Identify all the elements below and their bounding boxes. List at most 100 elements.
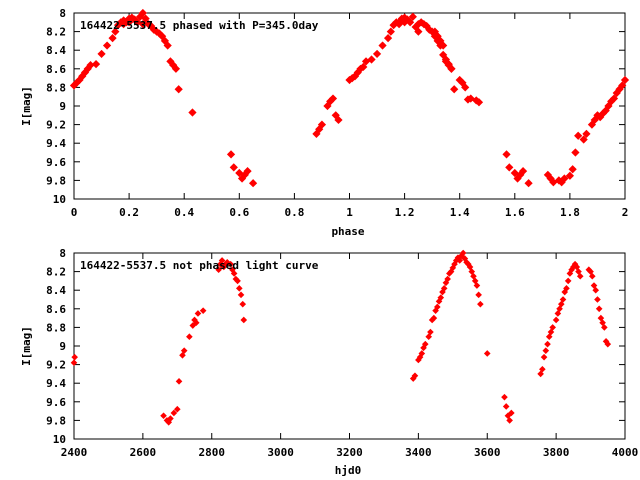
unphased-data-point — [539, 365, 546, 373]
phased-data-point — [378, 41, 387, 50]
phased-panel: 0 0.2 0.4 0.6 0.8 1 1.2 1.4 1.6 1.8 2 8 8.2 8.4 8.6 8.8… — [20, 7, 630, 238]
unphased-y-tick-label: 8.6 — [46, 303, 66, 316]
unphased-data-point — [544, 340, 551, 348]
unphased-data-point — [587, 268, 594, 275]
phased-data-point — [450, 85, 459, 94]
phased-data-point — [502, 150, 511, 159]
phased-y-tick-label: 8 — [59, 7, 66, 20]
unphased-data-point — [557, 300, 565, 308]
unphased-y-tick-label: 9.4 — [46, 377, 66, 390]
unphased-data-point — [189, 322, 197, 329]
unphased-data-point — [573, 263, 581, 271]
phased-y-tick-label: 9 — [59, 100, 66, 113]
unphased-data-point — [542, 347, 550, 354]
unphased-data-point — [239, 300, 247, 308]
phased-data-point — [97, 49, 106, 59]
phased-data-point — [229, 163, 238, 172]
phased-data-point — [447, 64, 456, 73]
unphased-data-point — [440, 285, 448, 292]
unphased-data-point — [240, 316, 248, 324]
phased-x-tick-label: 1.2 — [395, 206, 415, 219]
unphased-x-tick-label: 2800 — [199, 446, 226, 459]
unphased-data-point — [540, 353, 548, 361]
unphased-data-point — [180, 347, 188, 354]
unphased-data-point — [227, 260, 234, 268]
unphased-data-point — [502, 403, 510, 410]
unphased-data-point — [459, 249, 467, 257]
unphased-data-point — [434, 303, 441, 311]
unphased-data-point — [470, 272, 477, 280]
unphased-data-point — [468, 268, 476, 275]
unphased-data-point — [575, 268, 582, 275]
unphased-data-point — [418, 350, 426, 357]
phased-data-point — [574, 131, 583, 140]
phased-y-tick-label: 8.6 — [46, 63, 66, 76]
phased-data-point — [568, 165, 577, 174]
unphased-data-point — [501, 393, 508, 401]
phased-data-point — [406, 18, 415, 27]
phased-data-point — [609, 94, 619, 103]
unphased-plot-frame — [73, 252, 626, 440]
phased-data-point — [461, 83, 470, 92]
unphased-x-tick-label: 3800 — [543, 446, 570, 459]
unphased-data-point — [192, 319, 200, 327]
unphased-panel: 2400 2600 2800 3000 3200 3400 3600 3800 4000 8 8.2… — [20, 247, 638, 477]
phased-data-point — [138, 8, 147, 18]
unphased-y-tick-label: 8.8 — [46, 321, 66, 334]
unphased-data-point — [545, 333, 553, 341]
unphased-data-point — [471, 277, 479, 285]
unphased-data-point — [430, 314, 438, 322]
phased-chart-title: 164422-5537.5 phased with P=345.0day — [80, 19, 319, 32]
unphased-data-point — [218, 257, 226, 264]
unphased-x-tick-label: 3200 — [336, 446, 363, 459]
phased-x-tick-label: 1.4 — [450, 206, 470, 219]
phased-data-point — [171, 64, 181, 73]
unphased-data-point — [427, 328, 434, 336]
phased-y-tick-label: 8.2 — [46, 26, 66, 39]
unphased-x-tick-label: 2600 — [130, 446, 157, 459]
phased-y-tick-label: 8.4 — [46, 44, 66, 57]
unphased-data-points — [70, 249, 612, 426]
phased-data-point — [579, 135, 588, 144]
phased-data-point — [383, 34, 393, 43]
phased-data-point — [111, 27, 120, 36]
unphased-chart-title: 164422-5537.5 not phased light curve — [80, 259, 319, 272]
phased-data-point — [620, 75, 630, 85]
phased-data-point — [243, 166, 252, 176]
unphased-data-point — [554, 310, 562, 317]
phased-y-tick-label: 9.2 — [46, 119, 66, 132]
phased-data-point — [571, 148, 580, 157]
unphased-data-point — [597, 314, 605, 322]
phased-data-point — [141, 14, 150, 23]
phased-data-point — [372, 49, 382, 59]
phased-data-point — [505, 163, 514, 172]
unphased-data-point — [556, 305, 563, 313]
phased-data-point — [408, 12, 417, 21]
phased-x-tick-label: 0 — [71, 206, 78, 219]
phased-x-tick-label: 0.6 — [229, 206, 249, 219]
phased-y-tick-label: 9.8 — [46, 174, 66, 187]
phased-x-axis-label: phase — [331, 225, 364, 238]
unphased-y-axis-label: I[mag] — [20, 326, 33, 366]
phased-data-point — [226, 150, 236, 159]
unphased-axis-ticks: 2400 2600 2800 3000 3200 3400 3600 3800 4000 8 8.2… — [46, 247, 638, 459]
unphased-data-point — [456, 257, 464, 264]
phased-data-point — [518, 166, 528, 176]
phased-data-point — [328, 94, 338, 103]
unphased-x-tick-label: 3600 — [474, 446, 501, 459]
unphased-data-point — [174, 405, 181, 413]
unphased-data-point — [186, 333, 193, 341]
phased-y-axis-label: I[mag] — [20, 86, 33, 126]
phased-data-point — [386, 27, 395, 36]
phased-x-tick-label: 1 — [346, 206, 353, 219]
phased-data-point — [317, 120, 327, 129]
unphased-data-point — [576, 272, 584, 280]
phased-data-point — [248, 179, 258, 188]
unphased-data-point — [466, 263, 474, 271]
phased-data-point — [138, 20, 147, 29]
unphased-data-point — [167, 415, 174, 422]
unphased-data-point — [237, 291, 245, 299]
unphased-data-point — [564, 277, 572, 285]
phased-data-point — [359, 62, 368, 72]
